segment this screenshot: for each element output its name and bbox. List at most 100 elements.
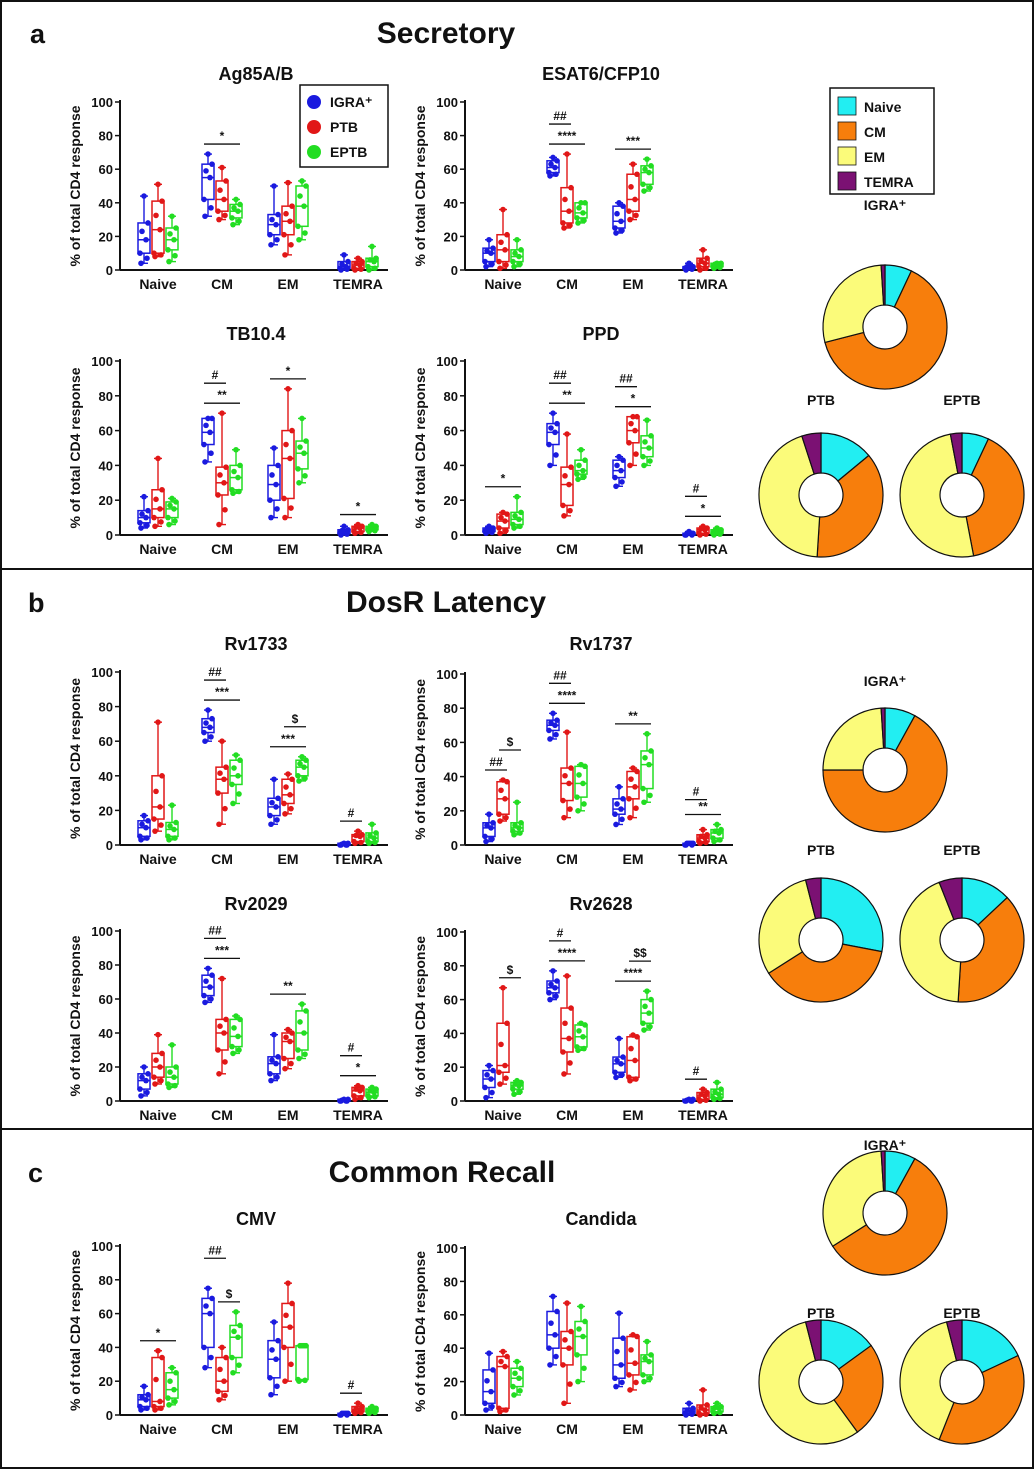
data-point xyxy=(484,822,490,829)
box-cm-ptb xyxy=(560,729,574,821)
box-cm-eptb xyxy=(229,196,243,228)
data-point xyxy=(275,795,281,802)
data-point xyxy=(704,1089,710,1096)
significance-label: *** xyxy=(626,134,640,148)
box-iqr xyxy=(626,173,640,212)
data-point xyxy=(630,765,636,771)
data-point xyxy=(207,724,213,731)
data-point xyxy=(614,210,620,217)
significance-label: ## xyxy=(489,755,503,769)
data-point xyxy=(619,227,625,234)
data-point xyxy=(712,1404,718,1411)
data-point xyxy=(547,996,553,1003)
data-point xyxy=(548,161,554,167)
data-point xyxy=(686,1096,692,1103)
y-axis-label: % of total CD4 response xyxy=(412,679,428,840)
box-iqr xyxy=(215,180,229,212)
panel-a-label: a xyxy=(30,19,46,49)
x-tick-label: Naive xyxy=(484,1107,522,1123)
data-point xyxy=(640,1020,646,1027)
data-point xyxy=(620,203,626,209)
box-cm-eptb xyxy=(574,200,588,226)
x-tick-label: CM xyxy=(211,1421,233,1437)
data-point xyxy=(581,1045,587,1052)
significance-label: ** xyxy=(283,979,293,993)
data-point xyxy=(143,514,149,521)
data-point xyxy=(560,797,566,804)
data-point xyxy=(171,506,177,512)
data-point xyxy=(698,1091,704,1098)
data-point xyxy=(554,978,560,984)
data-point xyxy=(647,184,653,191)
data-point xyxy=(564,973,570,979)
box-iqr xyxy=(560,186,574,224)
data-point xyxy=(345,1096,351,1103)
donut-slice-em xyxy=(822,707,885,771)
data-point xyxy=(219,164,225,171)
data-point xyxy=(714,1400,720,1407)
box-cm-igra xyxy=(201,965,215,1006)
box-temra-igra xyxy=(682,260,696,273)
y-tick-label: 20 xyxy=(99,1374,113,1389)
data-point xyxy=(152,523,158,530)
data-point xyxy=(502,247,508,253)
data-point xyxy=(216,1071,222,1077)
box-temra-eptb xyxy=(710,525,724,538)
data-point xyxy=(166,1402,172,1408)
donut-slice-em xyxy=(758,435,821,558)
data-point xyxy=(560,502,566,509)
data-point xyxy=(283,784,289,790)
significance-label: ** xyxy=(698,799,708,813)
box-iqr xyxy=(151,775,165,820)
data-point xyxy=(710,1094,716,1101)
box-iqr xyxy=(612,205,626,229)
data-point xyxy=(632,1057,638,1064)
data-point xyxy=(165,833,171,840)
y-axis-label: % of total CD4 response xyxy=(412,367,428,528)
data-point xyxy=(221,196,227,203)
data-point xyxy=(497,818,503,824)
data-point xyxy=(216,821,222,828)
data-point xyxy=(153,1057,159,1063)
data-point xyxy=(201,196,207,203)
data-point xyxy=(167,231,173,237)
data-point xyxy=(516,825,522,831)
data-point xyxy=(620,1335,626,1341)
donut-slice-cm xyxy=(767,943,883,1003)
data-point xyxy=(566,208,572,214)
y-tick-label: 60 xyxy=(444,162,458,177)
data-point xyxy=(512,822,518,829)
data-point xyxy=(353,832,359,839)
y-tick-label: 80 xyxy=(444,129,458,144)
chart-title: ESAT6/CFP10 xyxy=(542,64,660,84)
data-point xyxy=(137,520,143,526)
data-point xyxy=(646,169,652,176)
data-point xyxy=(369,521,375,528)
chart-rv2628: Rv2628 % of total CD4 response 0 20 40 60 80 10… xyxy=(412,894,733,1123)
box-em-igra xyxy=(612,200,626,236)
data-point xyxy=(700,1387,706,1393)
box-em-igra xyxy=(267,1319,281,1398)
data-point xyxy=(580,780,586,787)
data-point xyxy=(620,796,626,802)
significance-label: * xyxy=(156,1326,161,1340)
data-point xyxy=(209,161,215,167)
data-point xyxy=(503,814,509,821)
donut-title: PTB xyxy=(807,1305,835,1321)
data-point xyxy=(339,261,345,267)
data-point xyxy=(616,1035,622,1042)
data-point xyxy=(223,764,229,770)
data-point xyxy=(222,506,228,513)
data-point xyxy=(289,203,295,209)
data-point xyxy=(203,978,209,984)
data-point xyxy=(626,439,632,446)
legend-eptb-label: EPTB xyxy=(330,144,367,160)
data-point xyxy=(554,158,560,164)
box-em-igra xyxy=(267,1031,281,1084)
data-point xyxy=(503,1407,509,1413)
box-naive-eptb xyxy=(165,802,179,843)
chart-tb10-4: TB10.4 % of total CD4 response 0 20 40 60 80 10… xyxy=(67,324,388,557)
chart-rv1737: Rv1737 % of total CD4 response 0 20 40 60 80 10… xyxy=(412,634,733,867)
x-tick-label: CM xyxy=(556,851,578,867)
legend-naive-label: Naive xyxy=(864,99,902,115)
